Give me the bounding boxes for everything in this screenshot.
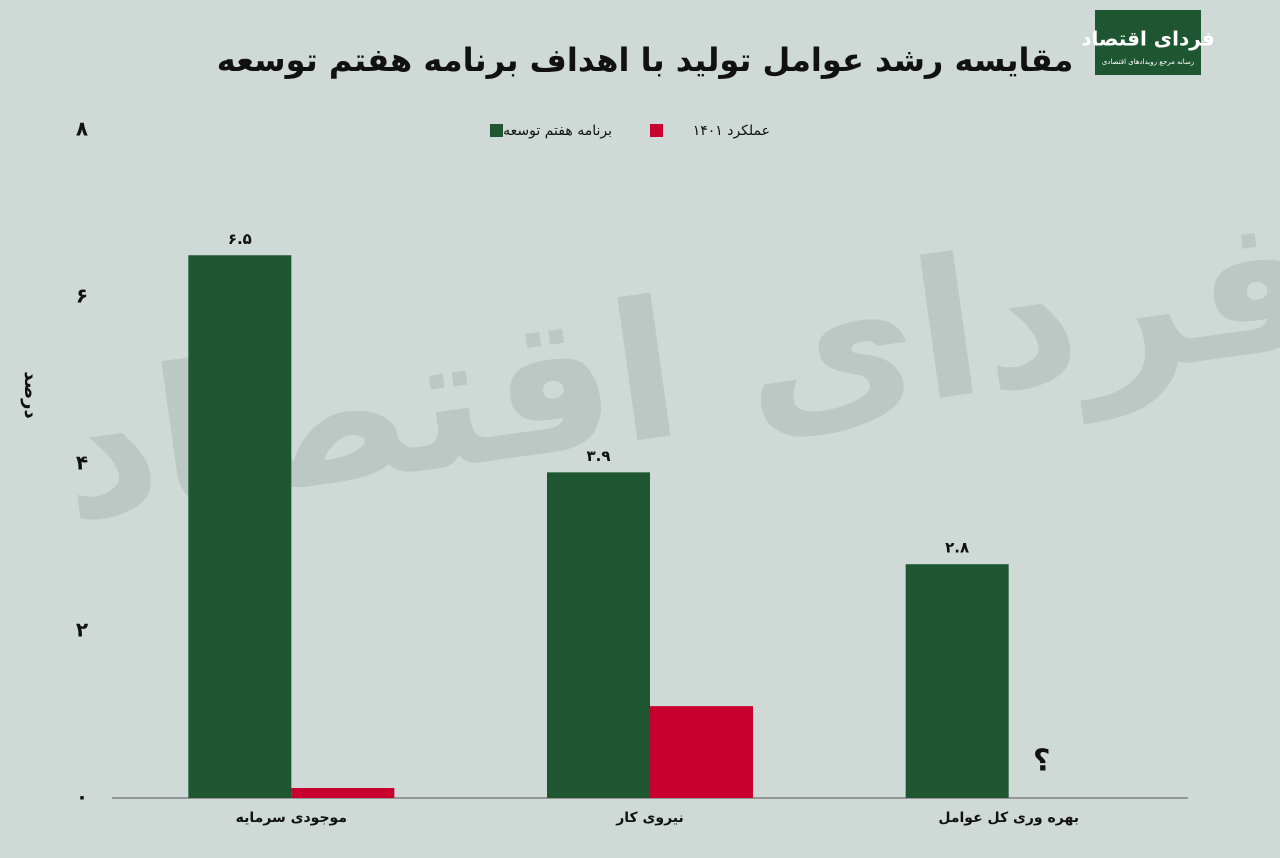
x-tick-label: موجودی سرمایه (236, 810, 347, 826)
legend-label: عملکرد ۱۴۰۱ (693, 123, 770, 139)
y-tick-label: ۶ (76, 284, 88, 308)
bar (547, 472, 650, 798)
legend-swatch (650, 124, 663, 137)
x-tick-label: بهره وری کل عوامل (938, 810, 1079, 826)
chart-title: مقایسه رشد عوامل تولید با اهداف برنامه ه… (217, 41, 1074, 79)
bar (650, 706, 753, 798)
value-label: ۶.۵ (228, 230, 252, 248)
value-label: ۳.۹ (586, 447, 610, 465)
missing-annotation: ؟ (1033, 744, 1050, 779)
y-axis-label: درصد (20, 371, 41, 418)
logo-subtitle: رسانه مرجع رویدادهای اقتصادی (1102, 58, 1194, 66)
bar (188, 255, 292, 798)
y-tick-label: ۴ (76, 451, 88, 475)
value-label: ۲.۸ (945, 539, 969, 557)
y-tick-label: ۸ (76, 117, 88, 141)
y-tick-label: ۰ (76, 785, 88, 809)
logo-box (1095, 10, 1201, 75)
legend-swatch (490, 124, 503, 137)
logo: فردای اقتصاد (1081, 27, 1215, 51)
x-tick-label: نیروی کار (615, 810, 684, 826)
y-tick-label: ۲ (76, 618, 88, 642)
bar (905, 564, 1009, 798)
bar (291, 787, 395, 798)
legend-label: برنامه هفتم توسعه (503, 123, 612, 139)
